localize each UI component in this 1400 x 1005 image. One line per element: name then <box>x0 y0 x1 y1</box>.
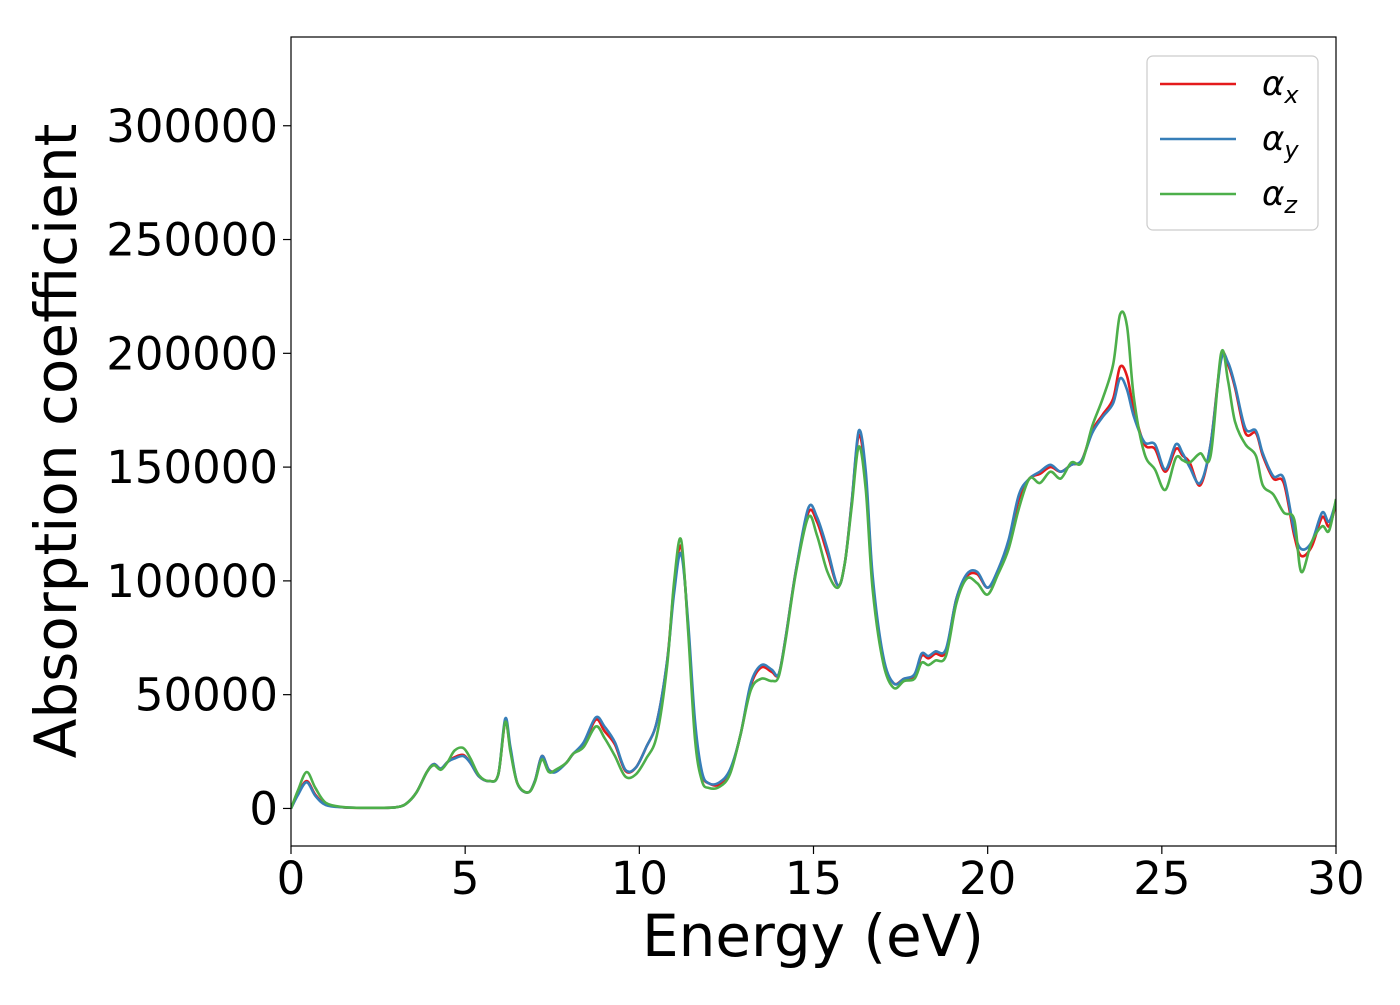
x-tick-label: 25 <box>1133 852 1190 905</box>
y-tick-label: 300000 <box>106 100 278 153</box>
y-tick-label: 250000 <box>106 214 278 267</box>
y-tick-label: 0 <box>249 782 278 835</box>
x-tick-label: 30 <box>1307 852 1364 905</box>
series-layer <box>291 310 1336 810</box>
y-axis: 0 50000 100000 150000 200000 250000 300000 <box>106 100 291 835</box>
x-tick-label: 0 <box>277 852 306 905</box>
x-tick-label: 15 <box>785 852 842 905</box>
y-tick-label: 200000 <box>106 327 278 380</box>
x-tick-label: 5 <box>451 852 480 905</box>
y-tick-label: 150000 <box>106 441 278 494</box>
y-axis-label: Absorption coefficient <box>22 124 90 759</box>
series-line-3 <box>291 310 1336 810</box>
x-tick-label: 10 <box>611 852 668 905</box>
x-axis: 0 5 10 15 20 25 30 <box>277 846 1365 905</box>
series-line-1 <box>291 351 1336 810</box>
x-axis-label: Energy (eV) <box>642 902 984 970</box>
series-line-2 <box>291 352 1336 810</box>
legend-box <box>1146 55 1319 231</box>
x-tick-label: 20 <box>959 852 1016 905</box>
y-tick-label: 100000 <box>106 555 278 608</box>
y-tick-label: 50000 <box>135 669 278 722</box>
